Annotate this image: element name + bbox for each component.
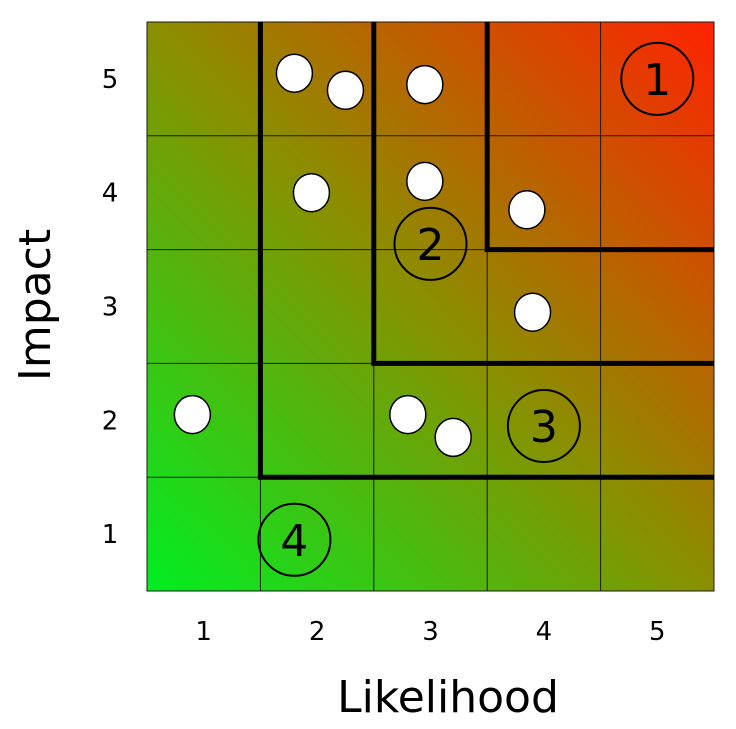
risk-point-1 bbox=[275, 53, 314, 93]
x-tick-label: 3 bbox=[422, 617, 439, 647]
y-axis-title: Impact bbox=[10, 229, 61, 381]
x-tick-label: 5 bbox=[649, 617, 666, 647]
y-tick-label: 4 bbox=[102, 179, 119, 209]
x-tick-label: 4 bbox=[536, 617, 553, 647]
x-tick-label: 1 bbox=[195, 617, 212, 647]
risk-points bbox=[173, 53, 552, 458]
zone-boundary-3 bbox=[257, 22, 714, 480]
risk-gradient-background bbox=[147, 22, 714, 591]
risk-point-9 bbox=[389, 394, 427, 435]
risk-point-8 bbox=[173, 394, 212, 435]
x-tick-label: 2 bbox=[309, 617, 326, 647]
zone-labels: 1 2 3 4 bbox=[257, 41, 695, 577]
risk-point-5 bbox=[406, 161, 444, 202]
y-tick-label: 2 bbox=[102, 406, 119, 436]
plot-frame bbox=[146, 21, 715, 592]
zone-boundaries bbox=[257, 22, 714, 480]
zone-label-4: 4 bbox=[280, 516, 308, 567]
zone-label-3: 3 bbox=[530, 402, 558, 453]
zone-label-circle-3 bbox=[506, 388, 581, 463]
risk-point-10 bbox=[434, 417, 472, 458]
x-axis-title: Likelihood bbox=[337, 672, 559, 723]
risk-point-7 bbox=[513, 292, 552, 332]
zone-boundary-2 bbox=[371, 22, 714, 366]
risk-point-3 bbox=[406, 64, 444, 105]
y-tick-label: 5 bbox=[102, 65, 119, 95]
y-tick-label: 3 bbox=[102, 293, 119, 323]
risk-point-2 bbox=[326, 70, 365, 111]
x-axis-ticks: 1 2 3 4 5 bbox=[195, 617, 665, 647]
zone-label-circle-1 bbox=[620, 41, 695, 116]
zone-label-circle-2 bbox=[393, 206, 468, 281]
zone-boundary-1 bbox=[484, 22, 714, 253]
risk-point-6 bbox=[508, 190, 546, 230]
risk-point-4 bbox=[292, 172, 331, 213]
y-axis-ticks: 1 2 3 4 5 bbox=[102, 65, 119, 550]
zone-label-2: 2 bbox=[417, 220, 445, 271]
zone-label-circle-4 bbox=[257, 502, 332, 577]
y-tick-label: 1 bbox=[102, 520, 119, 550]
zone-label-1: 1 bbox=[643, 55, 671, 106]
